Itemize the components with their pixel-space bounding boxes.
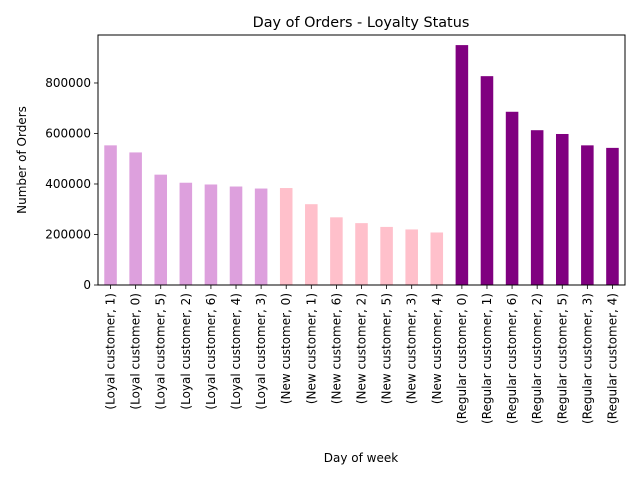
y-axis-label: Number of Orders: [15, 106, 29, 214]
x-tick-label: (Loyal customer, 4): [229, 293, 243, 410]
bar: [355, 223, 368, 285]
bar: [505, 111, 519, 286]
bar: [405, 229, 418, 285]
x-tick-label: (Regular customer, 2): [530, 293, 544, 424]
y-tick-label: 400000: [45, 177, 91, 191]
plot-frame: [97, 34, 626, 286]
bar: [179, 182, 193, 285]
bar: [229, 186, 243, 285]
x-tick-label: (Loyal customer, 5): [154, 293, 168, 410]
x-tick-label: (New customer, 4): [430, 293, 444, 404]
x-tick-label: (Regular customer, 0): [455, 293, 469, 424]
bar: [380, 226, 393, 285]
x-tick-label: (New customer, 3): [405, 293, 419, 404]
x-tick-label: (Loyal customer, 2): [179, 293, 193, 410]
bar: [606, 147, 619, 285]
x-tick-label: (Loyal customer, 6): [204, 293, 218, 410]
bar: [480, 76, 494, 285]
x-axis: (Loyal customer, 1) (Loyal customer, 0) (L…: [104, 285, 619, 424]
bar: [581, 145, 594, 285]
bar: [254, 188, 268, 285]
y-tick-label: 200000: [45, 227, 91, 241]
x-tick-label: (New customer, 2): [355, 293, 369, 404]
y-tick-label: 800000: [45, 76, 91, 90]
bar: [330, 217, 343, 285]
x-tick-label: (Regular customer, 1): [480, 293, 494, 424]
bar: [430, 232, 444, 285]
bar: [555, 133, 569, 285]
y-axis: 0 200000 400000 600000 800000: [45, 76, 98, 292]
chart-title: Day of Orders - Loyalty Status: [253, 15, 470, 31]
x-tick-label: (Loyal customer, 0): [129, 293, 143, 410]
x-tick-label: (Regular customer, 3): [580, 293, 594, 424]
bar: [154, 174, 168, 285]
x-tick-label: (Regular customer, 4): [605, 293, 619, 424]
y-tick-label: 600000: [45, 126, 91, 140]
x-tick-label: (New customer, 0): [279, 293, 293, 404]
x-tick-label: (Loyal customer, 3): [254, 293, 268, 410]
x-tick-label: (New customer, 5): [380, 293, 394, 404]
bars-group: [104, 45, 619, 286]
x-axis-label: Day of week: [324, 451, 398, 465]
bar: [104, 145, 117, 285]
bar: [455, 45, 469, 285]
bar: [204, 184, 218, 285]
x-tick-label: (Regular customer, 6): [505, 293, 519, 424]
bar: [279, 188, 293, 285]
y-tick-label: 0: [83, 278, 91, 292]
x-tick-label: (Regular customer, 5): [555, 293, 569, 424]
bar: [305, 204, 318, 285]
bar: [530, 130, 544, 285]
x-tick-label: (New customer, 1): [304, 293, 318, 404]
x-tick-label: (New customer, 6): [329, 293, 343, 404]
x-tick-label: (Loyal customer, 1): [104, 293, 118, 410]
bar: [129, 152, 142, 285]
